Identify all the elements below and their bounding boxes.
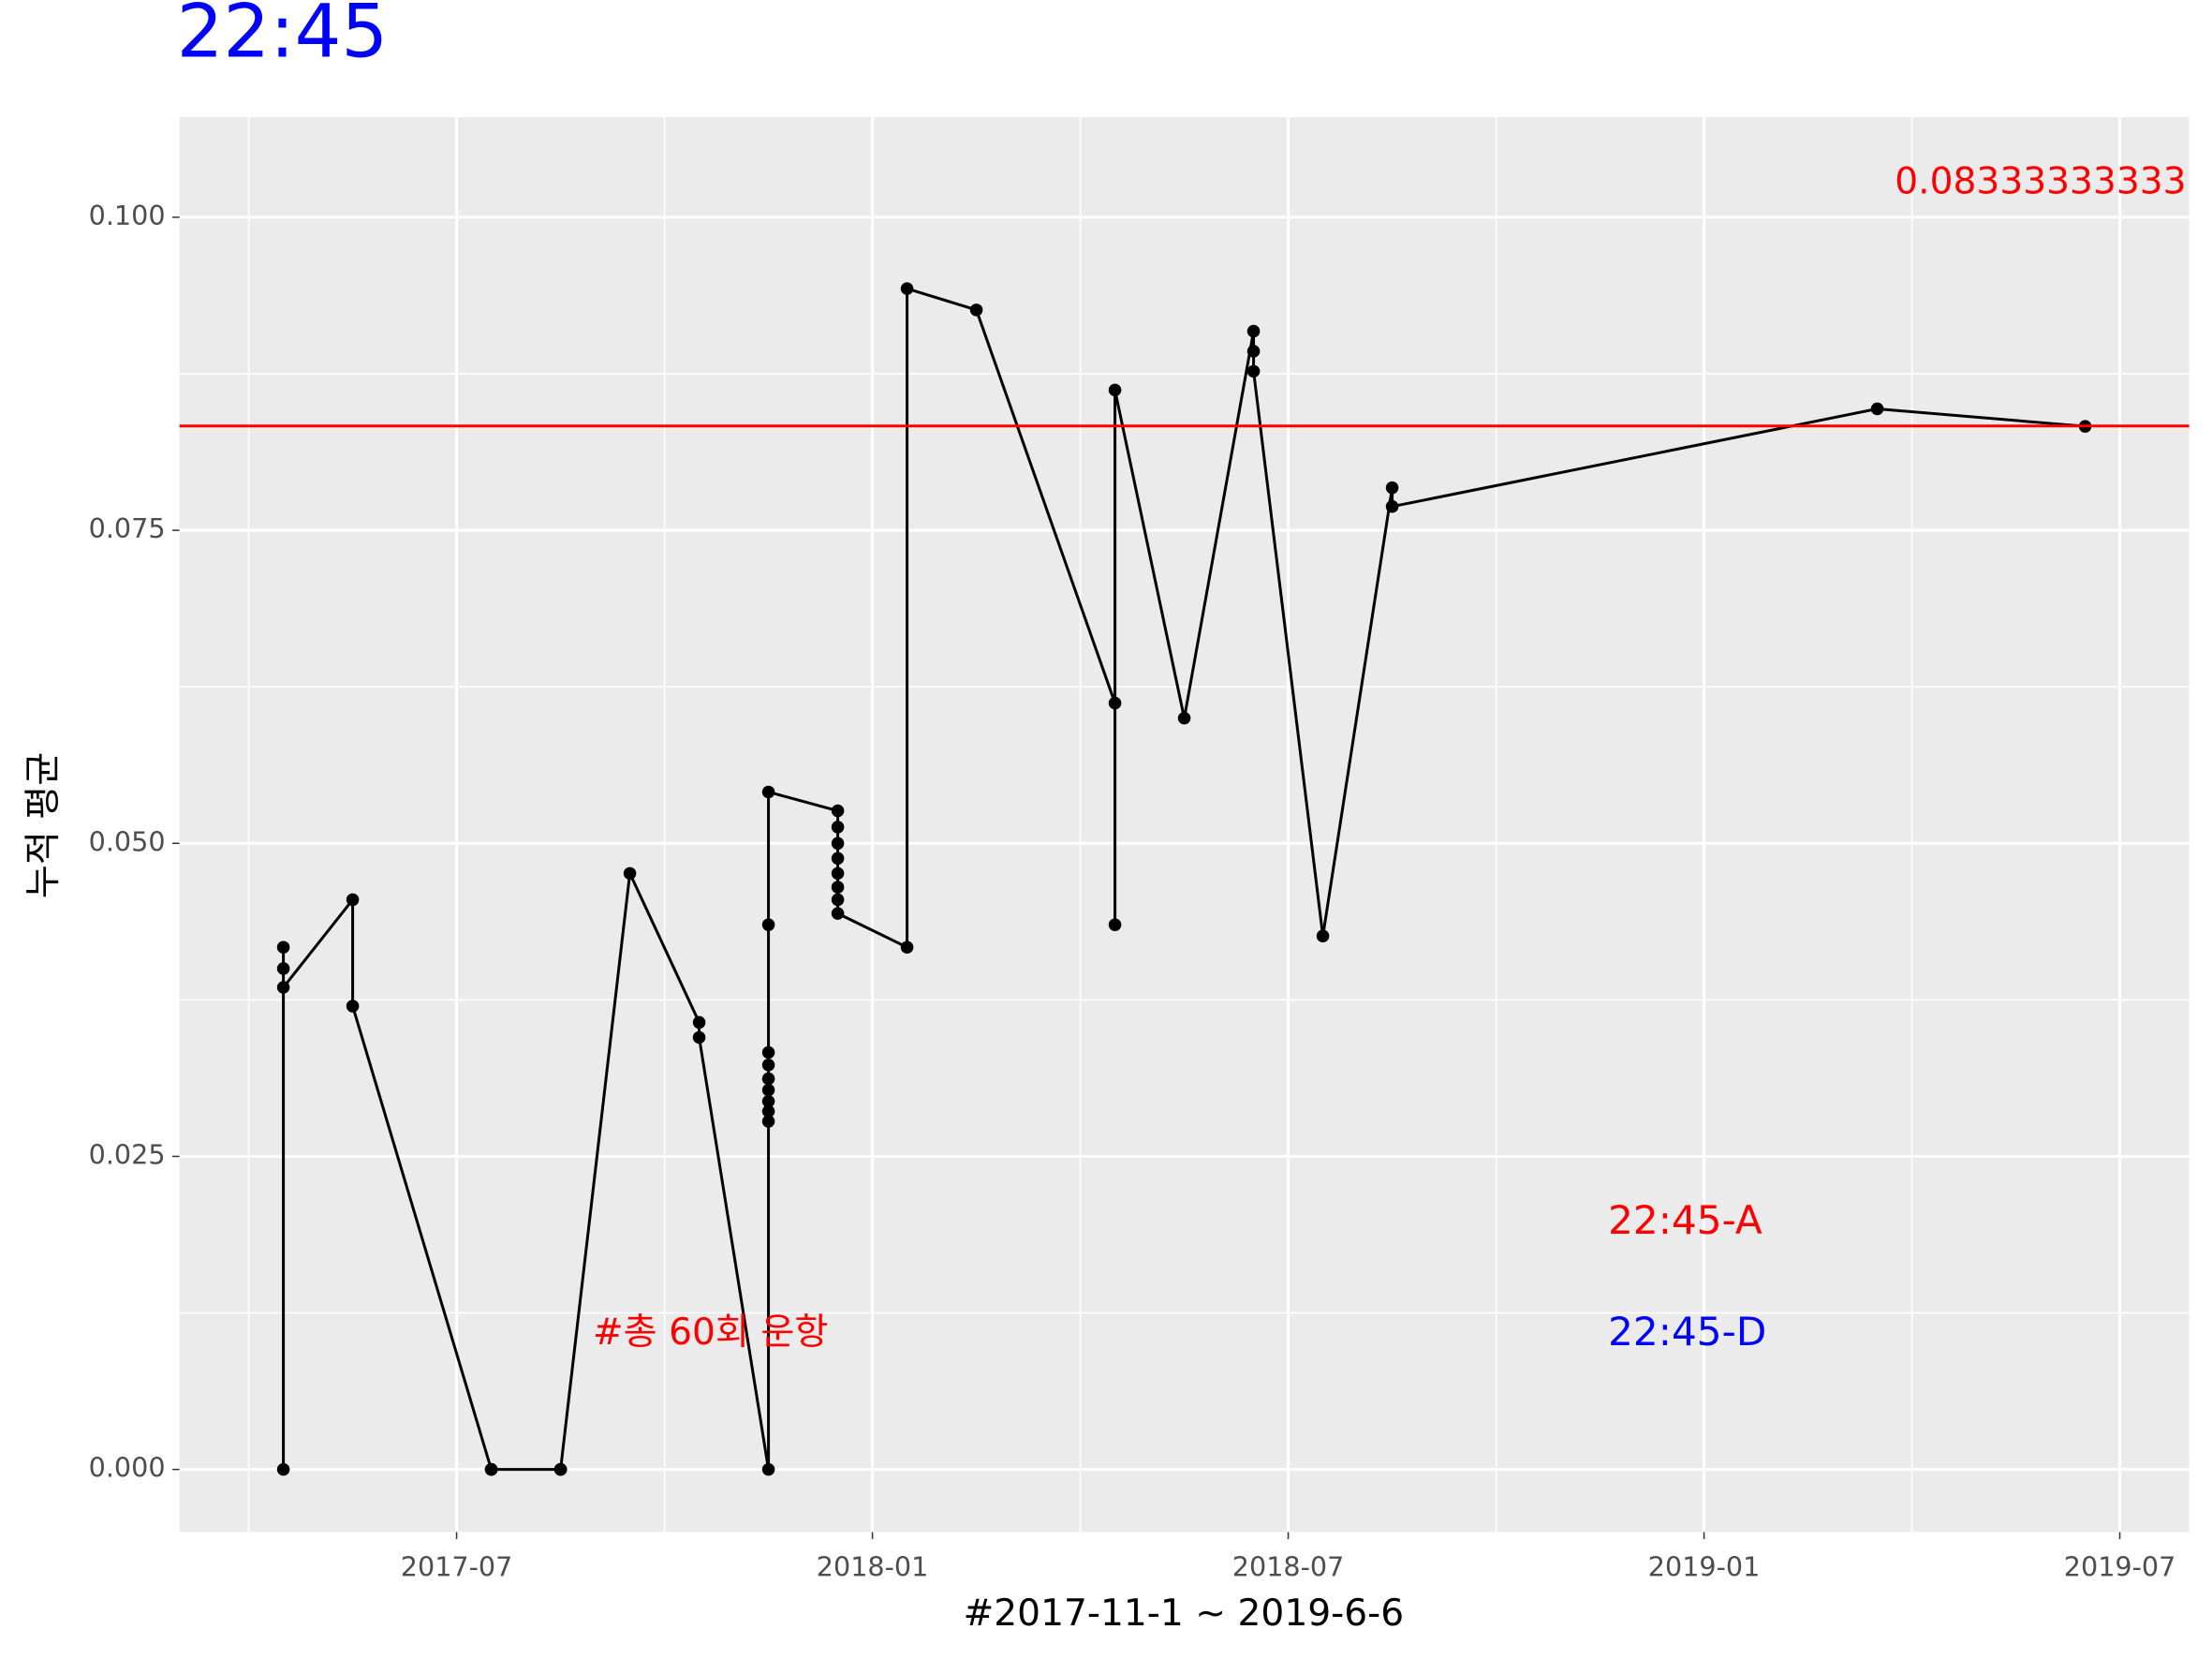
data-point — [969, 304, 983, 317]
y-axis-title: 누적 평균 — [22, 752, 65, 898]
data-point — [276, 962, 290, 975]
data-point — [1108, 918, 1122, 931]
y-tick-label: 0.000 — [89, 1452, 166, 1484]
x-axis-title: #2017-11-1 ~ 2019-6-6 — [963, 1592, 1404, 1635]
data-point — [276, 941, 290, 955]
data-point — [692, 1015, 706, 1029]
data-point — [831, 837, 845, 851]
data-point — [761, 1115, 775, 1128]
data-point — [761, 1104, 775, 1118]
data-point — [346, 893, 360, 907]
data-point — [1870, 402, 1884, 416]
data-point — [1316, 929, 1330, 942]
data-point — [553, 1462, 568, 1476]
data-point — [276, 981, 290, 994]
data-point — [1177, 711, 1191, 725]
data-point — [484, 1462, 498, 1476]
data-point — [346, 1000, 360, 1013]
data-point — [692, 1030, 706, 1044]
data-point — [761, 785, 775, 799]
data-point — [761, 918, 775, 931]
chart-title: 22:45 — [177, 0, 389, 75]
annotation: 22:45-A — [1608, 1197, 1762, 1243]
x-tick-label: 2018-07 — [1232, 1551, 1345, 1583]
data-point — [831, 907, 845, 920]
data-point — [1246, 345, 1261, 358]
data-point — [1246, 364, 1261, 378]
data-point — [1385, 499, 1399, 513]
y-tick-label: 0.100 — [89, 200, 166, 231]
data-point — [831, 821, 845, 834]
hline-label: 0.08333333333 — [1895, 160, 2186, 202]
data-point — [761, 1083, 775, 1097]
data-point — [1385, 481, 1399, 495]
data-point — [900, 282, 914, 295]
data-point — [761, 1045, 775, 1059]
panel — [179, 116, 2190, 1533]
x-tick-label: 2019-07 — [2064, 1551, 2176, 1583]
data-point — [831, 881, 845, 894]
annotation: 22:45-D — [1608, 1309, 1766, 1355]
data-point — [761, 1462, 775, 1476]
data-point — [761, 1094, 775, 1108]
data-point — [831, 804, 845, 818]
y-tick-label: 0.075 — [89, 512, 166, 544]
data-line — [282, 287, 2086, 1472]
y-tick-label: 0.050 — [89, 825, 166, 857]
data-point — [761, 1072, 775, 1086]
data-point — [1246, 324, 1261, 338]
data-point — [276, 1462, 290, 1476]
x-tick-label: 2019-01 — [1648, 1551, 1761, 1583]
grid — [179, 116, 2190, 1533]
data-point — [831, 867, 845, 881]
data-point — [761, 1059, 775, 1072]
x-tick-label: 2018-01 — [817, 1551, 929, 1583]
marks — [179, 282, 2190, 1476]
data-point — [1108, 696, 1122, 710]
y-tick-label: 0.025 — [89, 1138, 166, 1170]
x-tick-label: 2017-07 — [401, 1551, 513, 1583]
data-point — [831, 893, 845, 907]
data-point — [623, 867, 637, 881]
data-point — [831, 852, 845, 866]
data-point — [900, 941, 914, 955]
data-point — [1108, 383, 1122, 397]
annotation: #총 60회 운항 — [593, 1311, 829, 1354]
